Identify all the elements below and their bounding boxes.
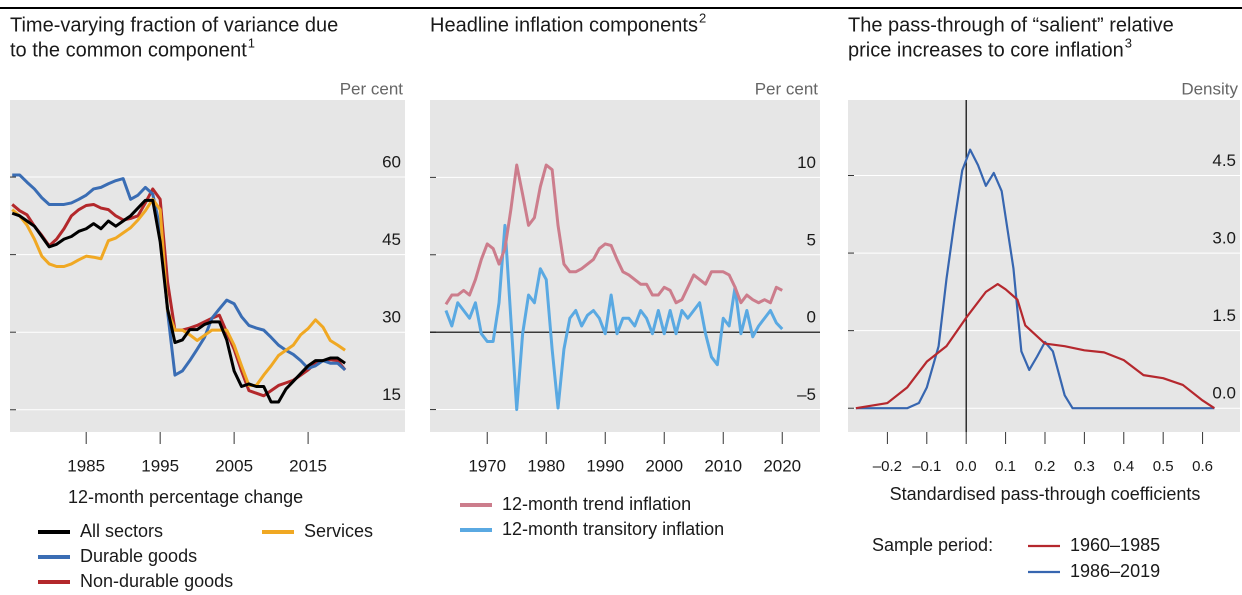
x-tick-label: 1990 <box>586 456 624 475</box>
legend-label: 1960–1985 <box>1070 535 1160 555</box>
plot-background <box>848 100 1240 432</box>
series-line <box>12 173 347 377</box>
y-tick-label: –5 <box>797 385 816 404</box>
legend-label: 12-month trend inflation <box>502 494 691 514</box>
unit-label: Per cent <box>755 79 819 98</box>
x-tick-label: 2010 <box>704 456 742 475</box>
series-line <box>444 223 784 412</box>
y-tick-label: 5 <box>807 230 816 249</box>
y-tick-label: 60 <box>382 153 401 172</box>
x-tick-label: 1970 <box>468 456 506 475</box>
x-tick-label: 1995 <box>141 456 179 475</box>
y-tick-label: 45 <box>382 230 401 249</box>
x-axis-label: 12-month percentage change <box>68 487 303 507</box>
y-tick-label: 15 <box>382 385 401 404</box>
legend-label: Non-durable goods <box>80 571 233 591</box>
chart-title: Time-varying fraction of variance due <box>10 14 338 36</box>
y-tick-label: 3.0 <box>1212 229 1236 248</box>
chart-title: to the common component <box>10 39 247 61</box>
x-tick-label: 1980 <box>527 456 565 475</box>
x-tick-label: –0.1 <box>912 458 941 475</box>
unit-label: Density <box>1181 79 1238 98</box>
legend-label: 12-month transitory inflation <box>502 519 724 539</box>
x-tick-label: 0.2 <box>1035 458 1056 475</box>
chart-title: Headline inflation components <box>430 14 698 36</box>
x-tick-label: 2020 <box>763 456 801 475</box>
series-line <box>11 198 346 404</box>
x-tick-label: 0.6 <box>1192 458 1213 475</box>
footnote-mark: 3 <box>1125 35 1132 50</box>
y-tick-label: 0 <box>807 308 816 327</box>
top-rule <box>0 7 1242 9</box>
x-tick-label: 2015 <box>289 456 327 475</box>
unit-label: Per cent <box>340 79 404 98</box>
legend-title: Sample period: <box>872 535 993 555</box>
y-tick-label: 1.5 <box>1212 306 1236 325</box>
y-tick-label: 30 <box>382 308 401 327</box>
chart-title: The pass-through of “salient” relative <box>848 14 1174 36</box>
x-tick-label: –0.2 <box>873 458 902 475</box>
x-tick-label: 1985 <box>67 456 105 475</box>
x-tick-label: 2005 <box>215 456 253 475</box>
x-tick-label: 0.3 <box>1074 458 1095 475</box>
x-tick-label: 0.1 <box>995 458 1016 475</box>
y-tick-label: 0.0 <box>1212 384 1236 403</box>
x-axis-label: Standardised pass-through coefficients <box>890 484 1201 504</box>
x-tick-label: 2000 <box>645 456 683 475</box>
series-line <box>11 197 346 387</box>
legend-label: Services <box>304 521 373 541</box>
x-tick-label: 0.5 <box>1153 458 1174 475</box>
legend-label: All sectors <box>80 521 163 541</box>
x-tick-label: 0.4 <box>1113 458 1134 475</box>
footnote-mark: 1 <box>248 35 255 50</box>
y-tick-label: 4.5 <box>1212 151 1236 170</box>
plot-background <box>10 100 405 432</box>
series-line <box>444 163 783 306</box>
x-tick-label: 0.0 <box>956 458 977 475</box>
series-line <box>855 283 1215 410</box>
legend-label: Durable goods <box>80 546 197 566</box>
series-line <box>855 148 1215 410</box>
footnote-mark: 2 <box>699 10 706 25</box>
legend-label: 1986–2019 <box>1070 561 1160 581</box>
chart-title: price increases to core inflation <box>848 39 1124 61</box>
plot-background <box>430 100 820 432</box>
y-tick-label: 10 <box>797 153 816 172</box>
